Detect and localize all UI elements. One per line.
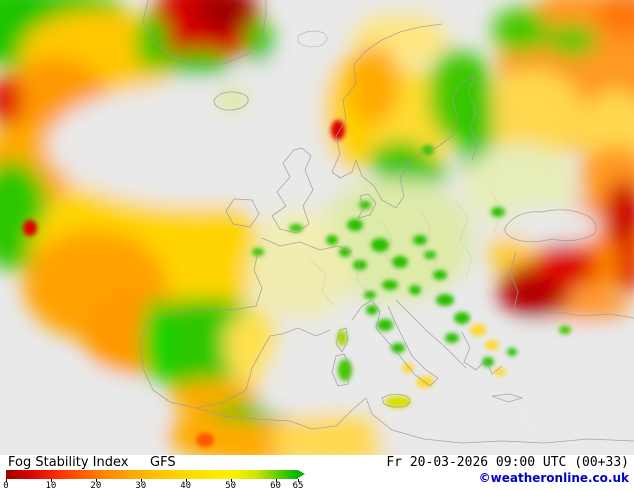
weather-map (0, 0, 634, 455)
scale-tick-mark (95, 479, 97, 482)
scale-tick-label: 60 (270, 481, 281, 491)
scale-tick-label: 0 (3, 481, 9, 491)
color-scale-arrow (298, 470, 305, 478)
country-borders (309, 189, 503, 307)
valid-datetime: Fr 20-03-2026 09:00 UTC (00+33) (386, 455, 629, 470)
color-scale-bar (6, 470, 298, 479)
scale-tick-mark (298, 479, 299, 482)
fog-stability-field-svg (0, 0, 634, 455)
scale-tick-label: 65 (292, 481, 304, 491)
chart-title: Fog Stability Index (8, 455, 129, 470)
scale-tick-label: 50 (225, 481, 237, 491)
color-scale: 0 10 20 30 40 50 60 65 (3, 470, 305, 491)
attribution: ©weatheronline.co.uk (478, 471, 629, 485)
scale-tick-label: 10 (45, 481, 57, 491)
scale-tick-mark (6, 479, 7, 482)
fsi-color-field (0, 0, 634, 455)
fsi-local-maxima-dots (23, 120, 571, 447)
scale-tick-label: 40 (180, 481, 192, 491)
legend-footer: Fog Stability Index GFS Fr 20-03-2026 09… (0, 455, 634, 491)
model-label: GFS (150, 455, 176, 470)
scale-tick-label: 20 (90, 481, 102, 491)
scale-tick-mark (275, 479, 277, 482)
scale-tick-label: 30 (135, 481, 147, 491)
coastlines (139, 0, 634, 444)
scale-tick-mark (230, 479, 232, 482)
scale-tick-mark (185, 479, 187, 482)
scale-tick-mark (140, 479, 142, 482)
scale-tick-mark (50, 479, 52, 482)
